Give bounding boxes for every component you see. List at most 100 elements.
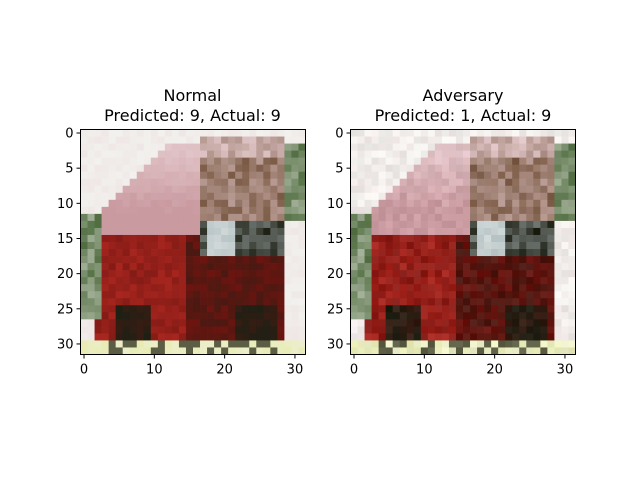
image-pixel xyxy=(136,249,145,257)
image-pixel xyxy=(350,319,358,327)
image-pixel xyxy=(94,206,102,215)
image-pixel xyxy=(364,284,372,292)
image-pixel xyxy=(207,192,215,201)
image-pixel xyxy=(526,333,534,341)
y-tick-label: 0 xyxy=(65,127,73,142)
image-pixel xyxy=(392,277,401,285)
image-pixel xyxy=(561,291,569,299)
y-tick-label: 5 xyxy=(65,162,73,177)
image-pixel xyxy=(484,213,492,222)
image-pixel xyxy=(249,213,257,222)
image-pixel xyxy=(561,263,569,271)
image-pixel xyxy=(526,143,534,151)
image-pixel xyxy=(284,270,292,278)
image-pixel xyxy=(547,298,555,306)
image-pixel xyxy=(108,340,117,348)
image-pixel xyxy=(221,150,229,158)
image-pixel xyxy=(256,227,264,236)
image-pixel xyxy=(263,178,271,187)
image-pixel xyxy=(150,333,159,341)
image-pixel xyxy=(371,319,379,327)
image-pixel xyxy=(378,157,387,166)
image-pixel xyxy=(94,333,102,341)
image-pixel xyxy=(512,277,520,285)
image-pixel xyxy=(568,319,576,327)
image-pixel xyxy=(350,164,358,173)
image-pixel xyxy=(143,333,152,341)
image-pixel xyxy=(214,206,222,215)
image-pixel xyxy=(185,220,194,229)
image-pixel xyxy=(277,220,285,229)
image-pixel xyxy=(399,157,408,166)
image-pixel xyxy=(385,213,394,222)
image-pixel xyxy=(434,150,443,158)
image-pixel xyxy=(115,185,124,194)
image-pixel xyxy=(270,171,278,180)
image-pixel xyxy=(185,291,194,299)
image-pixel xyxy=(263,333,271,341)
image-pixel xyxy=(392,242,401,250)
image-pixel xyxy=(178,157,187,166)
image-pixel xyxy=(80,192,88,201)
image-pixel xyxy=(270,227,278,236)
image-pixel xyxy=(200,213,208,222)
image-pixel xyxy=(284,206,292,215)
image-pixel xyxy=(455,171,464,180)
image-pixel xyxy=(540,150,548,158)
image-pixel xyxy=(256,291,264,299)
image-pixel xyxy=(228,157,236,166)
image-pixel xyxy=(378,347,387,355)
image-pixel xyxy=(357,242,365,250)
image-pixel xyxy=(357,234,365,243)
image-pixel xyxy=(101,263,109,271)
image-pixel xyxy=(371,234,379,243)
image-pixel xyxy=(512,220,520,229)
image-pixel xyxy=(378,333,387,341)
image-pixel xyxy=(291,150,299,158)
image-pixel xyxy=(533,213,541,222)
image-pixel xyxy=(519,164,527,173)
image-pixel xyxy=(178,178,187,187)
image-pixel xyxy=(214,213,222,222)
image-pixel xyxy=(519,157,527,166)
image-pixel xyxy=(470,284,478,292)
image-pixel xyxy=(420,270,429,278)
image-pixel xyxy=(399,192,408,201)
image-pixel xyxy=(277,157,285,166)
image-pixel xyxy=(448,312,457,320)
image-pixel xyxy=(357,263,365,271)
image-pixel xyxy=(122,129,131,137)
image-pixel xyxy=(214,326,222,334)
image-pixel xyxy=(94,277,102,285)
image-pixel xyxy=(526,129,534,137)
image-pixel xyxy=(122,326,131,334)
image-pixel xyxy=(364,206,372,215)
image-pixel xyxy=(378,234,387,243)
image-pixel xyxy=(164,270,173,278)
image-pixel xyxy=(455,298,464,306)
image-pixel xyxy=(150,199,159,208)
image-pixel xyxy=(207,347,215,355)
image-pixel xyxy=(101,298,109,306)
image-pixel xyxy=(129,143,138,151)
image-pixel xyxy=(498,220,506,229)
image-pixel xyxy=(519,263,527,271)
image-pixel xyxy=(547,326,555,334)
image-pixel xyxy=(214,242,222,250)
image-pixel xyxy=(221,298,229,306)
image-pixel xyxy=(392,234,401,243)
image-pixel xyxy=(420,347,429,355)
image-pixel xyxy=(498,192,506,201)
image-pixel xyxy=(87,185,95,194)
image-pixel xyxy=(441,242,450,250)
image-pixel xyxy=(406,157,415,166)
image-pixel xyxy=(477,129,485,137)
image-pixel xyxy=(526,305,534,313)
image-pixel xyxy=(463,291,471,299)
image-pixel xyxy=(455,164,464,173)
image-pixel xyxy=(101,270,109,278)
image-pixel xyxy=(178,333,187,341)
image-pixel xyxy=(171,256,180,264)
image-pixel xyxy=(242,220,250,229)
image-pixel xyxy=(463,185,471,194)
